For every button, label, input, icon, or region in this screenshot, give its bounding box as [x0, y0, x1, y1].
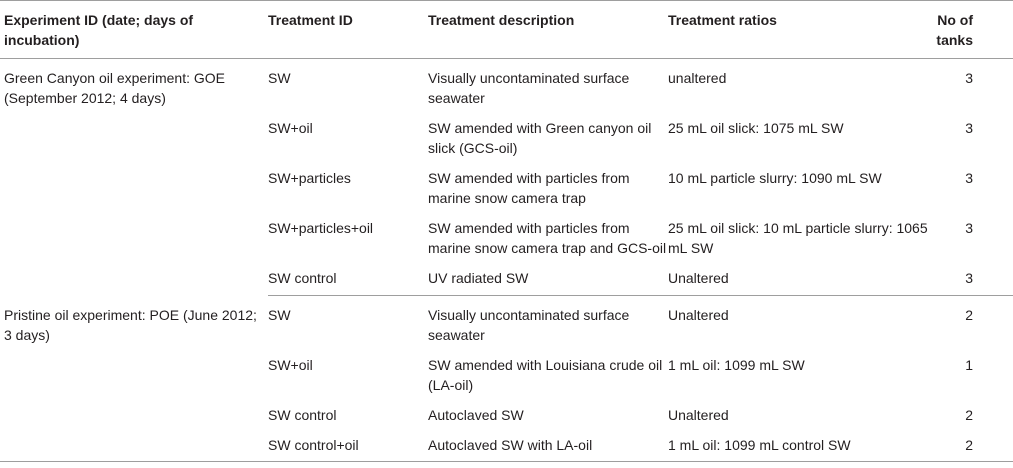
table-row: SW control+oil Autoclaved SW with LA-oil… — [0, 430, 1013, 462]
treatment-ratios-cell: Unaltered — [668, 407, 729, 423]
tanks-cell: 3 — [965, 220, 973, 236]
header-row: Experiment ID (date; days of incubation)… — [0, 0, 1013, 59]
tanks-cell: 3 — [928, 263, 1013, 296]
experiment-label: Green Canyon oil experiment: GOE (Septem… — [4, 70, 225, 106]
treatment-description-cell: SW amended with particles from marine sn… — [428, 170, 630, 206]
experiment-label: Pristine oil experiment: POE (June 2012;… — [4, 306, 257, 343]
treatment-id-cell: SW control+oil — [268, 430, 428, 462]
treatment-id-cell: SW+oil — [268, 120, 313, 136]
header-no-of-tanks: No of tanks — [928, 0, 1013, 59]
treatment-ratios-cell: Unaltered — [668, 307, 729, 323]
table-row: SW+oil SW amended with Louisiana crude o… — [0, 350, 1013, 400]
treatment-id-cell: SW — [268, 307, 291, 323]
tanks-cell: 3 — [965, 120, 973, 136]
table-header: Experiment ID (date; days of incubation)… — [0, 0, 1013, 59]
treatment-description-cell: SW amended with Green canyon oil slick (… — [428, 120, 652, 156]
treatment-ratios-cell: 25 mL oil slick: 10 mL particle slurry: … — [668, 220, 928, 256]
header-treatment-ratios: Treatment ratios — [668, 0, 928, 59]
treatment-id-cell: SW control — [268, 407, 337, 423]
tanks-cell: 3 — [965, 170, 973, 186]
treatment-ratios-cell: Unaltered — [668, 263, 928, 296]
header-experiment-id: Experiment ID (date; days of incubation) — [0, 0, 268, 59]
experiment-cell: Green Canyon oil experiment: GOE (Septem… — [0, 59, 268, 296]
table-body: Green Canyon oil experiment: GOE (Septem… — [0, 59, 1013, 462]
treatment-description-cell: SW amended with particles from marine sn… — [428, 220, 667, 256]
treatment-id-cell: SW — [268, 70, 291, 86]
treatment-description-cell: Autoclaved SW with LA-oil — [428, 430, 668, 462]
table-row: SW control Autoclaved SW Unaltered 2 — [0, 400, 1013, 430]
tanks-cell: 2 — [928, 430, 1013, 462]
table-row: SW+particles SW amended with particles f… — [0, 163, 1013, 213]
tanks-cell: 2 — [965, 407, 973, 423]
treatment-description-cell: Visually uncontaminated surface seawater — [428, 70, 630, 106]
treatment-ratios-cell: unaltered — [668, 70, 727, 86]
header-treatment-description: Treatment description — [428, 0, 668, 59]
treatment-ratios-cell: 10 mL particle slurry: 1090 mL SW — [668, 170, 882, 186]
treatment-id-cell: SW+particles — [268, 170, 351, 186]
tanks-cell: 2 — [965, 307, 973, 323]
treatment-id-cell: SW+particles+oil — [268, 220, 374, 236]
treatment-id-cell: SW+oil — [268, 357, 313, 373]
table-row: SW+oil SW amended with Green canyon oil … — [0, 113, 1013, 163]
treatment-description-cell: SW amended with Louisiana crude oil (LA-… — [428, 357, 663, 393]
table-row: Pristine oil experiment: POE (June 2012;… — [0, 295, 1013, 462]
treatment-description-cell: Autoclaved SW — [428, 407, 524, 423]
treatment-description-cell: Visually uncontaminated surface seawater — [428, 307, 630, 343]
experiment-cell: Pristine oil experiment: POE (June 2012;… — [0, 295, 268, 462]
table-row: SW control UV radiated SW Unaltered 3 — [0, 263, 1013, 296]
header-treatment-id: Treatment ID — [268, 0, 428, 59]
treatment-ratios-cell: 25 mL oil slick: 1075 mL SW — [668, 120, 844, 136]
treatment-ratios-cell: 1 mL oil: 1099 mL control SW — [668, 430, 928, 462]
table-row: Green Canyon oil experiment: GOE (Septem… — [0, 59, 1013, 114]
tanks-cell: 3 — [965, 70, 973, 86]
table-row: SW+particles+oil SW amended with particl… — [0, 213, 1013, 263]
treatment-ratios-cell: 1 mL oil: 1099 mL SW — [668, 357, 805, 373]
treatment-id-cell: SW control — [268, 263, 428, 296]
tanks-cell: 1 — [965, 357, 973, 373]
treatment-description-cell: UV radiated SW — [428, 263, 668, 296]
